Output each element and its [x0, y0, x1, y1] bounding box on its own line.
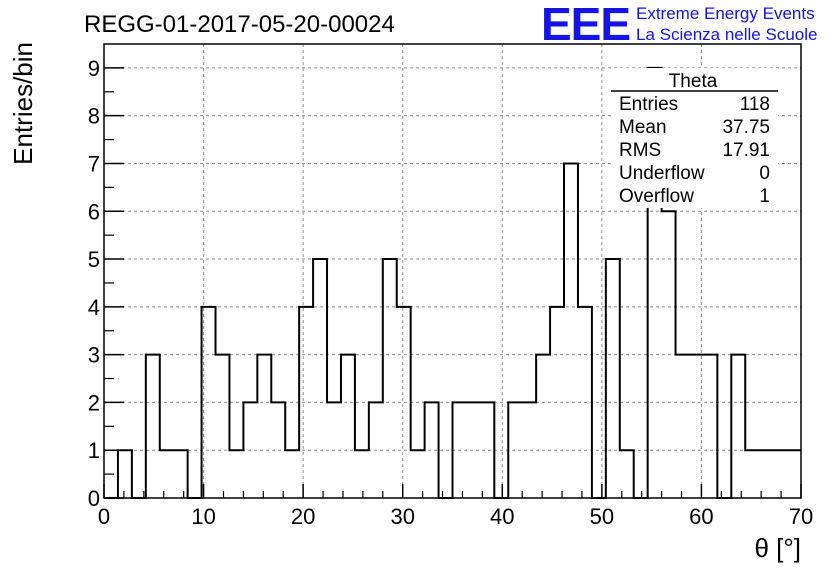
x-tick-label: 70 — [789, 504, 813, 529]
y-tick-label: 1 — [88, 438, 100, 463]
x-tick-label: 50 — [590, 504, 614, 529]
x-tick-label: 0 — [98, 504, 110, 529]
eee-logo: EEE Extreme Energy Events La Scienza nel… — [541, 0, 817, 50]
stats-row-label: Underflow — [619, 163, 705, 184]
y-tick-label: 3 — [88, 343, 100, 368]
y-tick-label: 9 — [88, 56, 100, 81]
eee-logo-line2: La Scienza nelle Scuole — [636, 25, 817, 44]
histogram-series — [104, 66, 801, 499]
stats-row-label: Entries — [619, 94, 678, 115]
x-tick-label: 40 — [490, 504, 514, 529]
x-axis-label: θ [°] — [754, 533, 801, 563]
x-tick-label: 60 — [689, 504, 713, 529]
y-tick-label: 2 — [88, 390, 100, 415]
y-tick-label: 5 — [88, 247, 100, 272]
stats-row-value: 1 — [759, 186, 770, 207]
histogram-outline — [104, 66, 801, 499]
stats-row-value: 118 — [740, 94, 770, 115]
eee-logo-line1: Extreme Energy Events — [636, 4, 815, 23]
stats-box-rows: Entries 118 Mean 37.75 RMS 17.91 Underflow 0 Ove… — [619, 94, 770, 207]
chart-title: REGG-01-2017-05-20-00024 — [84, 11, 395, 38]
stats-row-label: Overflow — [619, 186, 694, 207]
stats-row-value: 0 — [759, 163, 770, 184]
stats-box-title: Theta — [669, 71, 718, 92]
y-axis-label: Entries/bin — [8, 42, 38, 165]
y-tick-label: 7 — [88, 151, 100, 176]
stats-row-label: RMS — [619, 140, 661, 161]
x-tick-labels: 0 10 20 30 40 50 60 70 — [98, 504, 813, 529]
x-tick-label: 20 — [291, 504, 315, 529]
y-tick-label: 6 — [88, 199, 100, 224]
stats-row-value: 37.75 — [722, 117, 770, 138]
y-tick-labels: 0 1 2 3 4 5 6 7 8 9 — [88, 56, 100, 511]
stats-box: Theta Entries 118 Mean 37.75 RMS 17.91 Underfl… — [611, 68, 778, 208]
y-tick-label: 4 — [88, 295, 100, 320]
x-tick-label: 30 — [390, 504, 414, 529]
axis-ticks — [103, 67, 802, 499]
plot-frame — [103, 43, 802, 499]
eee-logo-mark: EEE — [541, 0, 630, 50]
stats-row-label: Mean — [619, 117, 667, 138]
y-tick-label: 8 — [88, 104, 100, 129]
x-tick-label: 10 — [191, 504, 215, 529]
y-tick-label: 0 — [88, 486, 100, 511]
stats-row-value: 17.91 — [722, 140, 770, 161]
